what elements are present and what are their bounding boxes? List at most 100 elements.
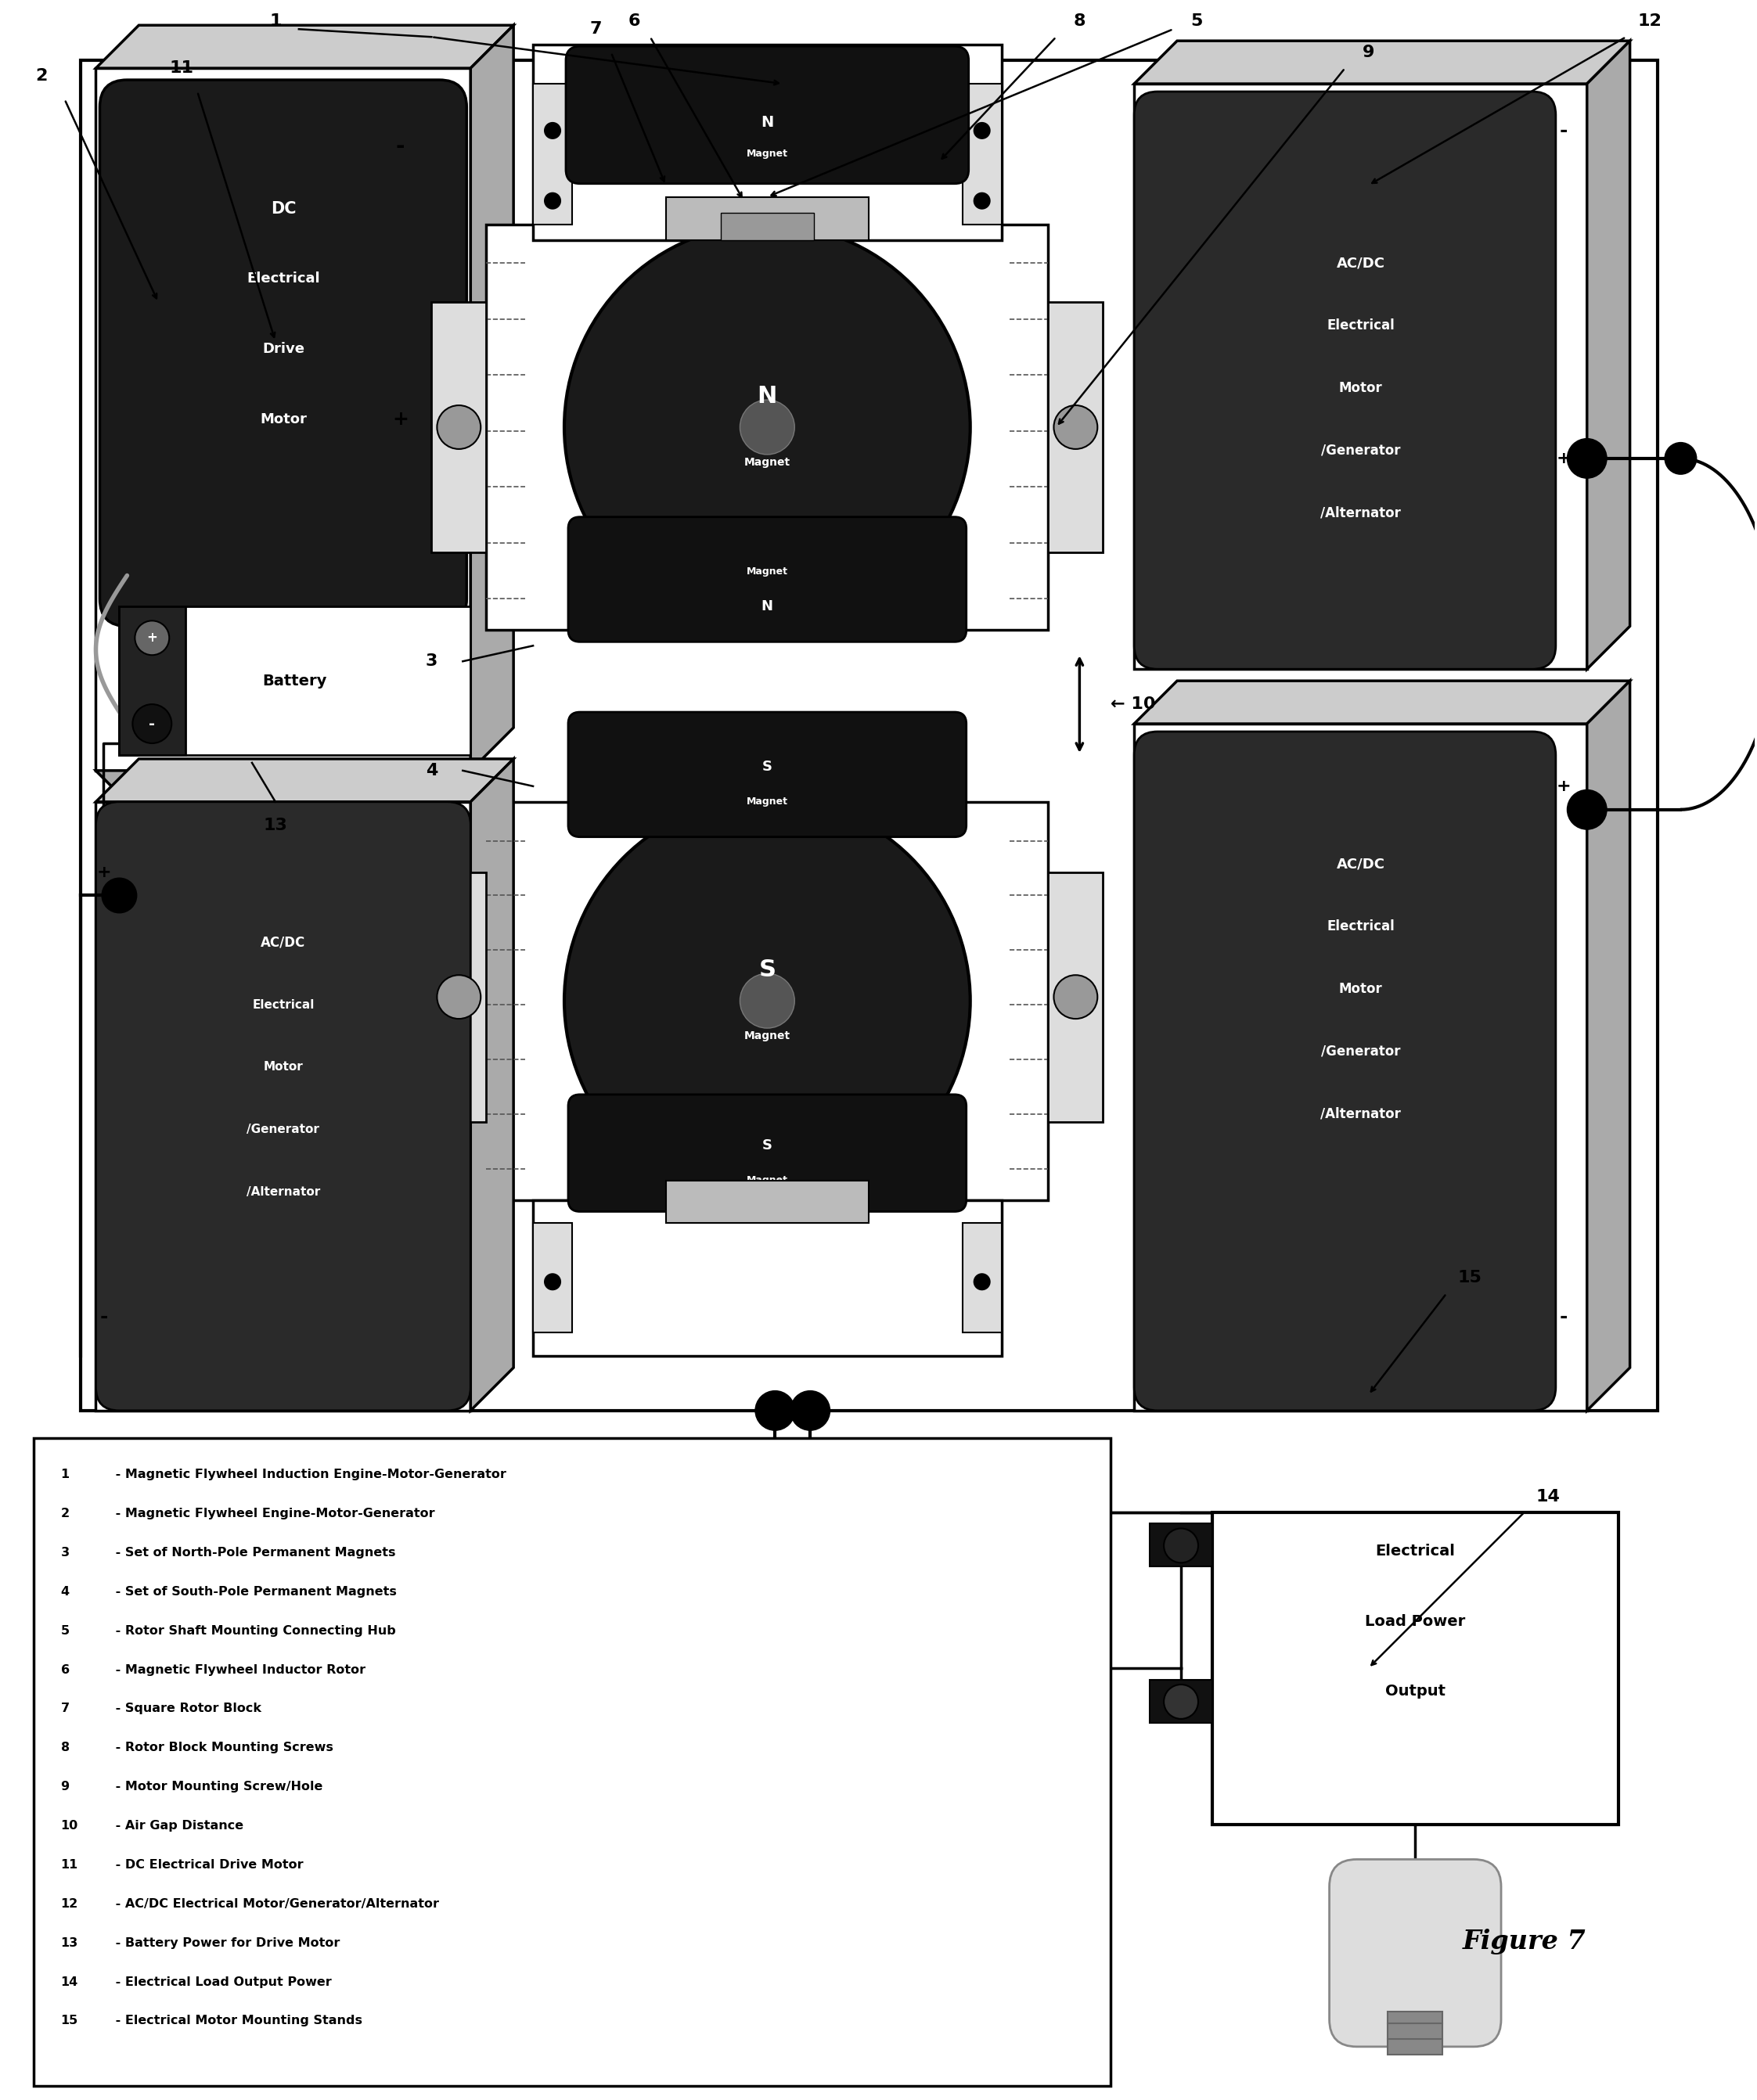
Text: - AC/DC Electrical Motor/Generator/Alternator: - AC/DC Electrical Motor/Generator/Alter…	[111, 1898, 439, 1909]
Text: Drive: Drive	[262, 342, 304, 357]
Text: /Generator: /Generator	[1321, 1044, 1400, 1058]
Bar	[1049, 871, 1103, 1121]
Text: Magnet: Magnet	[747, 796, 787, 806]
FancyBboxPatch shape	[97, 802, 471, 1411]
Circle shape	[564, 798, 970, 1203]
Text: 6: 6	[629, 13, 641, 29]
Text: AC/DC: AC/DC	[1337, 256, 1385, 271]
FancyBboxPatch shape	[1135, 92, 1555, 670]
Circle shape	[1163, 1529, 1198, 1562]
Circle shape	[1054, 405, 1098, 449]
Text: - DC Electrical Drive Motor: - DC Electrical Drive Motor	[111, 1858, 304, 1871]
Text: - Magnetic Flywheel Induction Engine-Motor-Generator: - Magnetic Flywheel Induction Engine-Mot…	[111, 1468, 506, 1480]
Text: - Air Gap Distance: - Air Gap Distance	[111, 1821, 244, 1831]
Circle shape	[973, 1275, 989, 1289]
Text: Magnet: Magnet	[745, 458, 791, 468]
Text: Magnet: Magnet	[745, 1031, 791, 1042]
Text: 1: 1	[61, 1468, 70, 1480]
Text: /Alternator: /Alternator	[246, 1186, 320, 1197]
Text: 13: 13	[264, 817, 288, 834]
Text: - Set of South-Pole Permanent Magnets: - Set of South-Pole Permanent Magnets	[111, 1586, 397, 1598]
Bar	[33, 1438, 1110, 2085]
Text: S: S	[759, 958, 777, 981]
Text: 5: 5	[1191, 13, 1202, 29]
Text: 9: 9	[1362, 44, 1374, 61]
Circle shape	[973, 193, 989, 208]
Bar	[1049, 302, 1103, 552]
Bar	[1388, 2012, 1442, 2054]
Text: - Magnetic Flywheel Inductor Rotor: - Magnetic Flywheel Inductor Rotor	[111, 1663, 365, 1676]
Text: +: +	[392, 410, 408, 428]
Text: - Square Rotor Block: - Square Rotor Block	[111, 1703, 262, 1714]
Bar	[81, 61, 1657, 1411]
Circle shape	[132, 704, 172, 743]
Circle shape	[545, 122, 560, 139]
Circle shape	[1567, 439, 1606, 479]
Text: +: +	[1557, 779, 1571, 794]
FancyBboxPatch shape	[1135, 731, 1555, 1411]
Bar	[487, 802, 1049, 1199]
Text: N: N	[761, 116, 773, 130]
Text: -: -	[1560, 1308, 1567, 1327]
Text: /Alternator: /Alternator	[1320, 1107, 1400, 1121]
Bar	[532, 84, 573, 225]
Circle shape	[545, 1275, 560, 1289]
Bar	[1135, 84, 1587, 670]
Bar	[963, 84, 1001, 225]
Bar	[1149, 1525, 1212, 1567]
Text: - Motor Mounting Screw/Hole: - Motor Mounting Screw/Hole	[111, 1781, 323, 1793]
Text: 9: 9	[61, 1781, 70, 1793]
Circle shape	[740, 399, 794, 454]
Text: 4: 4	[425, 762, 437, 779]
Text: 12: 12	[61, 1898, 77, 1909]
Text: N: N	[757, 384, 777, 407]
Circle shape	[437, 974, 481, 1018]
Circle shape	[740, 974, 794, 1029]
Text: Output: Output	[1385, 1684, 1446, 1699]
FancyBboxPatch shape	[100, 80, 467, 626]
Circle shape	[791, 1390, 829, 1430]
Text: Motor: Motor	[1339, 380, 1383, 395]
Bar	[1212, 1512, 1618, 1825]
Text: Magnet: Magnet	[747, 567, 787, 578]
Text: 7: 7	[589, 21, 601, 38]
Polygon shape	[471, 758, 513, 1411]
Text: +: +	[97, 865, 111, 880]
FancyBboxPatch shape	[566, 46, 968, 183]
Text: 10: 10	[61, 1821, 77, 1831]
Text: - Magnetic Flywheel Engine-Motor-Generator: - Magnetic Flywheel Engine-Motor-Generat…	[111, 1508, 436, 1520]
Polygon shape	[1587, 680, 1630, 1411]
Text: N: N	[761, 601, 773, 613]
Text: AC/DC: AC/DC	[1337, 857, 1385, 871]
Polygon shape	[471, 25, 513, 771]
Text: Figure 7: Figure 7	[1464, 1928, 1587, 1955]
Text: /Generator: /Generator	[1321, 443, 1400, 458]
Text: 7: 7	[61, 1703, 70, 1714]
Text: /Generator: /Generator	[248, 1124, 320, 1136]
Text: -: -	[1177, 1537, 1184, 1554]
Text: 8: 8	[1074, 13, 1086, 29]
Text: 3: 3	[425, 653, 437, 670]
Text: 3: 3	[61, 1548, 70, 1558]
Bar	[532, 1224, 573, 1334]
Text: 5: 5	[61, 1625, 70, 1636]
Text: Motor: Motor	[260, 412, 307, 426]
Text: 2: 2	[35, 67, 47, 84]
Circle shape	[756, 1390, 794, 1430]
Text: 6: 6	[61, 1663, 70, 1676]
Text: Electrical: Electrical	[1376, 1544, 1455, 1558]
Text: - Rotor Block Mounting Screws: - Rotor Block Mounting Screws	[111, 1741, 334, 1753]
Text: 12: 12	[1638, 13, 1662, 29]
Text: AC/DC: AC/DC	[260, 934, 306, 949]
Text: -: -	[395, 134, 404, 158]
FancyBboxPatch shape	[1330, 1858, 1500, 2048]
Bar	[666, 197, 868, 239]
Circle shape	[1054, 974, 1098, 1018]
Bar	[97, 67, 471, 771]
Text: S: S	[763, 760, 773, 773]
Bar	[1149, 1680, 1212, 1722]
Text: 4: 4	[61, 1586, 70, 1598]
Bar	[97, 802, 471, 1411]
Circle shape	[1567, 790, 1606, 830]
Text: Electrical: Electrical	[246, 271, 320, 286]
